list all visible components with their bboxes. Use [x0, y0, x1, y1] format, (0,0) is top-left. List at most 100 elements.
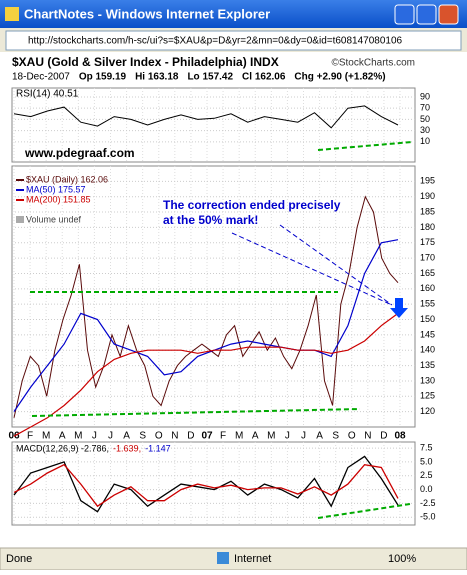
y-tick-label: 180 [420, 222, 435, 232]
x-tick-label: J [285, 431, 290, 442]
legend-label: MA(200) 151.85 [26, 194, 91, 204]
quote-item: Hi 163.18 [135, 72, 179, 83]
close-button[interactable] [438, 4, 459, 25]
annotation-line [279, 224, 393, 306]
y-tick-label: 10 [420, 136, 430, 146]
y-tick-label: 190 [420, 191, 435, 201]
quote-item: Chg +2.90 (+1.82%) [294, 72, 385, 83]
x-tick-label: F [27, 431, 33, 442]
y-tick-label: 135 [420, 360, 435, 370]
y-tick-label: 5.0 [420, 456, 433, 466]
address-url: http://stockcharts.com/h-sc/ui?s=$XAU&p=… [28, 36, 403, 47]
y-tick-label: 0.0 [420, 484, 433, 494]
x-tick-label: A [252, 431, 259, 442]
address-box[interactable] [5, 30, 462, 51]
y-tick-label: 175 [420, 237, 435, 247]
x-tick-label: A [316, 431, 323, 442]
chart-title: $XAU (Gold & Silver Index - Philadelphia… [12, 55, 279, 69]
y-tick-label: 130 [420, 375, 435, 385]
title-bar [0, 0, 467, 28]
x-tick-label: J [108, 431, 113, 442]
y-tick-label: 30 [420, 125, 430, 135]
annotation: at the 50% mark! [163, 213, 258, 227]
x-tick-label: M [42, 431, 50, 442]
y-tick-label: 145 [420, 329, 435, 339]
rsi-panel [11, 87, 416, 163]
series-line [13, 239, 399, 412]
status-zoom[interactable]: 100% [388, 553, 416, 565]
y-tick-label: 125 [420, 391, 435, 401]
annotation-line [231, 232, 393, 306]
x-tick-label: N [364, 431, 371, 442]
maximize-button[interactable] [416, 4, 437, 25]
quote: 18-Dec-2007 Op 159.19 Hi 163.18 Lo 157.42 Cl… [12, 72, 386, 83]
y-tick-label: -5.0 [420, 512, 436, 522]
y-tick-label: 120 [420, 406, 435, 416]
series-line [13, 105, 399, 129]
rsi-label: RSI(14) 40.51 [16, 89, 79, 100]
series-line [13, 455, 399, 513]
y-tick-label: 195 [420, 176, 435, 186]
price-panel [11, 165, 416, 428]
x-tick-label: M [235, 431, 243, 442]
x-tick-label: F [220, 431, 226, 442]
annotation: The correction ended precisely [163, 198, 341, 212]
y-tick-label: 50 [420, 114, 430, 124]
y-tick-label: 150 [420, 314, 435, 324]
macd-label: -1.639, [113, 443, 141, 453]
y-tick-label: 70 [420, 103, 430, 113]
content [0, 52, 467, 548]
window-title: ChartNotes - Windows Internet Explorer [24, 6, 270, 21]
legend-swatch [16, 216, 24, 223]
quote-item: Cl 162.06 [242, 72, 286, 83]
x-tick-label: O [348, 431, 356, 442]
y-tick-label: -2.5 [420, 498, 436, 508]
series-line [13, 195, 399, 418]
credit: ©StockCharts.com [331, 58, 415, 69]
quote-item: 18-Dec-2007 [12, 72, 70, 83]
macd-label: -1.147 [145, 443, 171, 453]
volume-label: Volume undef [26, 214, 82, 224]
legend-label: $XAU (Daily) 162.06 [26, 174, 108, 184]
x-tick-label: J [301, 431, 306, 442]
macd-label: MACD(12,26,9) -2.786, [16, 443, 109, 453]
y-tick-label: 170 [420, 252, 435, 262]
trend-line [31, 408, 361, 417]
y-tick-label: 165 [420, 268, 435, 278]
x-tick-label: S [139, 431, 146, 442]
macd-panel [11, 441, 416, 526]
series-line [13, 312, 399, 437]
quote-item: Op 159.19 [79, 72, 127, 83]
minimize-button[interactable] [394, 4, 415, 25]
x-tick-label: A [123, 431, 130, 442]
zone-icon [217, 552, 229, 564]
y-tick-label: 140 [420, 345, 435, 355]
arrow-icon [390, 298, 408, 318]
x-tick-label: A [59, 431, 66, 442]
x-tick-label: M [74, 431, 82, 442]
app-icon [5, 7, 19, 21]
x-tick-label: M [267, 431, 275, 442]
x-tick-label: 08 [394, 431, 406, 442]
y-tick-label: 160 [420, 283, 435, 293]
watermark: www.pdegraaf.com [24, 146, 135, 160]
x-tick-label: O [155, 431, 163, 442]
y-tick-label: 155 [420, 299, 435, 309]
y-tick-label: 7.5 [420, 442, 433, 452]
y-tick-label: 2.5 [420, 470, 433, 480]
y-tick-label: 90 [420, 91, 430, 101]
status-zone: Internet [234, 553, 271, 565]
series-line [13, 463, 399, 508]
x-tick-label: D [380, 431, 387, 442]
legend-label: MA(50) 175.57 [26, 184, 86, 194]
x-tick-label: J [92, 431, 97, 442]
x-tick-label: S [332, 431, 339, 442]
quote-item: Lo 157.42 [187, 72, 233, 83]
y-tick-label: 185 [420, 206, 435, 216]
x-tick-label: N [171, 431, 178, 442]
x-tick-label: D [187, 431, 194, 442]
x-tick-label: 07 [201, 431, 213, 442]
status-text: Done [6, 553, 32, 565]
